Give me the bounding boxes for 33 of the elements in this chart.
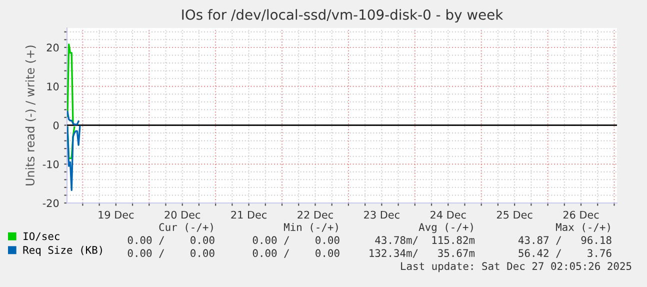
text: 132.34m/ 35.67m <box>370 249 475 258</box>
text: Cur (-/+) <box>159 223 213 232</box>
x-tick-label: 25 Dec <box>496 210 532 219</box>
chart-title: IOs for /dev/local-ssd/vm-109-disk-0 - by week <box>182 9 504 23</box>
text: 0.00 / 0.00 <box>128 236 214 245</box>
text: 43.78m/ 115.82m <box>375 236 475 245</box>
text: 0.00 / 0.00 <box>252 249 340 258</box>
text: Avg (-/+) <box>418 222 473 234</box>
x-tick-label: 26 Dec <box>563 210 599 219</box>
text: 0.00 / 0.00 <box>128 249 214 258</box>
line-series <box>67 126 81 191</box>
y-tick-label: -20 <box>42 199 59 208</box>
y-axis-title: Units read (-) / write (+) <box>25 46 36 186</box>
y-tick-label: 10 <box>47 82 59 90</box>
line-series <box>67 110 80 126</box>
legend-label: IO/sec <box>24 232 60 241</box>
text: Min (-/+) <box>284 222 338 232</box>
x-tick-label: 22 Dec <box>298 210 333 219</box>
y-tick-label: -10 <box>42 160 59 168</box>
legend-label: Req Size (KB) <box>23 246 102 256</box>
x-tick-label: 24 Dec <box>430 210 466 219</box>
text: 43.87 / 96.18 <box>518 236 612 245</box>
text: Last update: Sat Dec 27 02:05:26 2025 <box>401 262 632 272</box>
x-tick-label: 19 Dec <box>98 210 134 219</box>
text: 56.42 / 3.76 <box>518 249 612 258</box>
x-tick-label: 20 Dec <box>164 210 200 219</box>
y-tick-label: 0 <box>53 121 59 130</box>
text: Max (-/+) <box>556 223 610 232</box>
y-tick-label: 20 <box>46 44 59 52</box>
x-tick-label: 23 Dec <box>364 210 400 219</box>
text: 0.00 / 0.00 <box>252 236 340 245</box>
x-tick-label: 21 Dec <box>231 210 267 219</box>
line-series <box>67 44 74 124</box>
